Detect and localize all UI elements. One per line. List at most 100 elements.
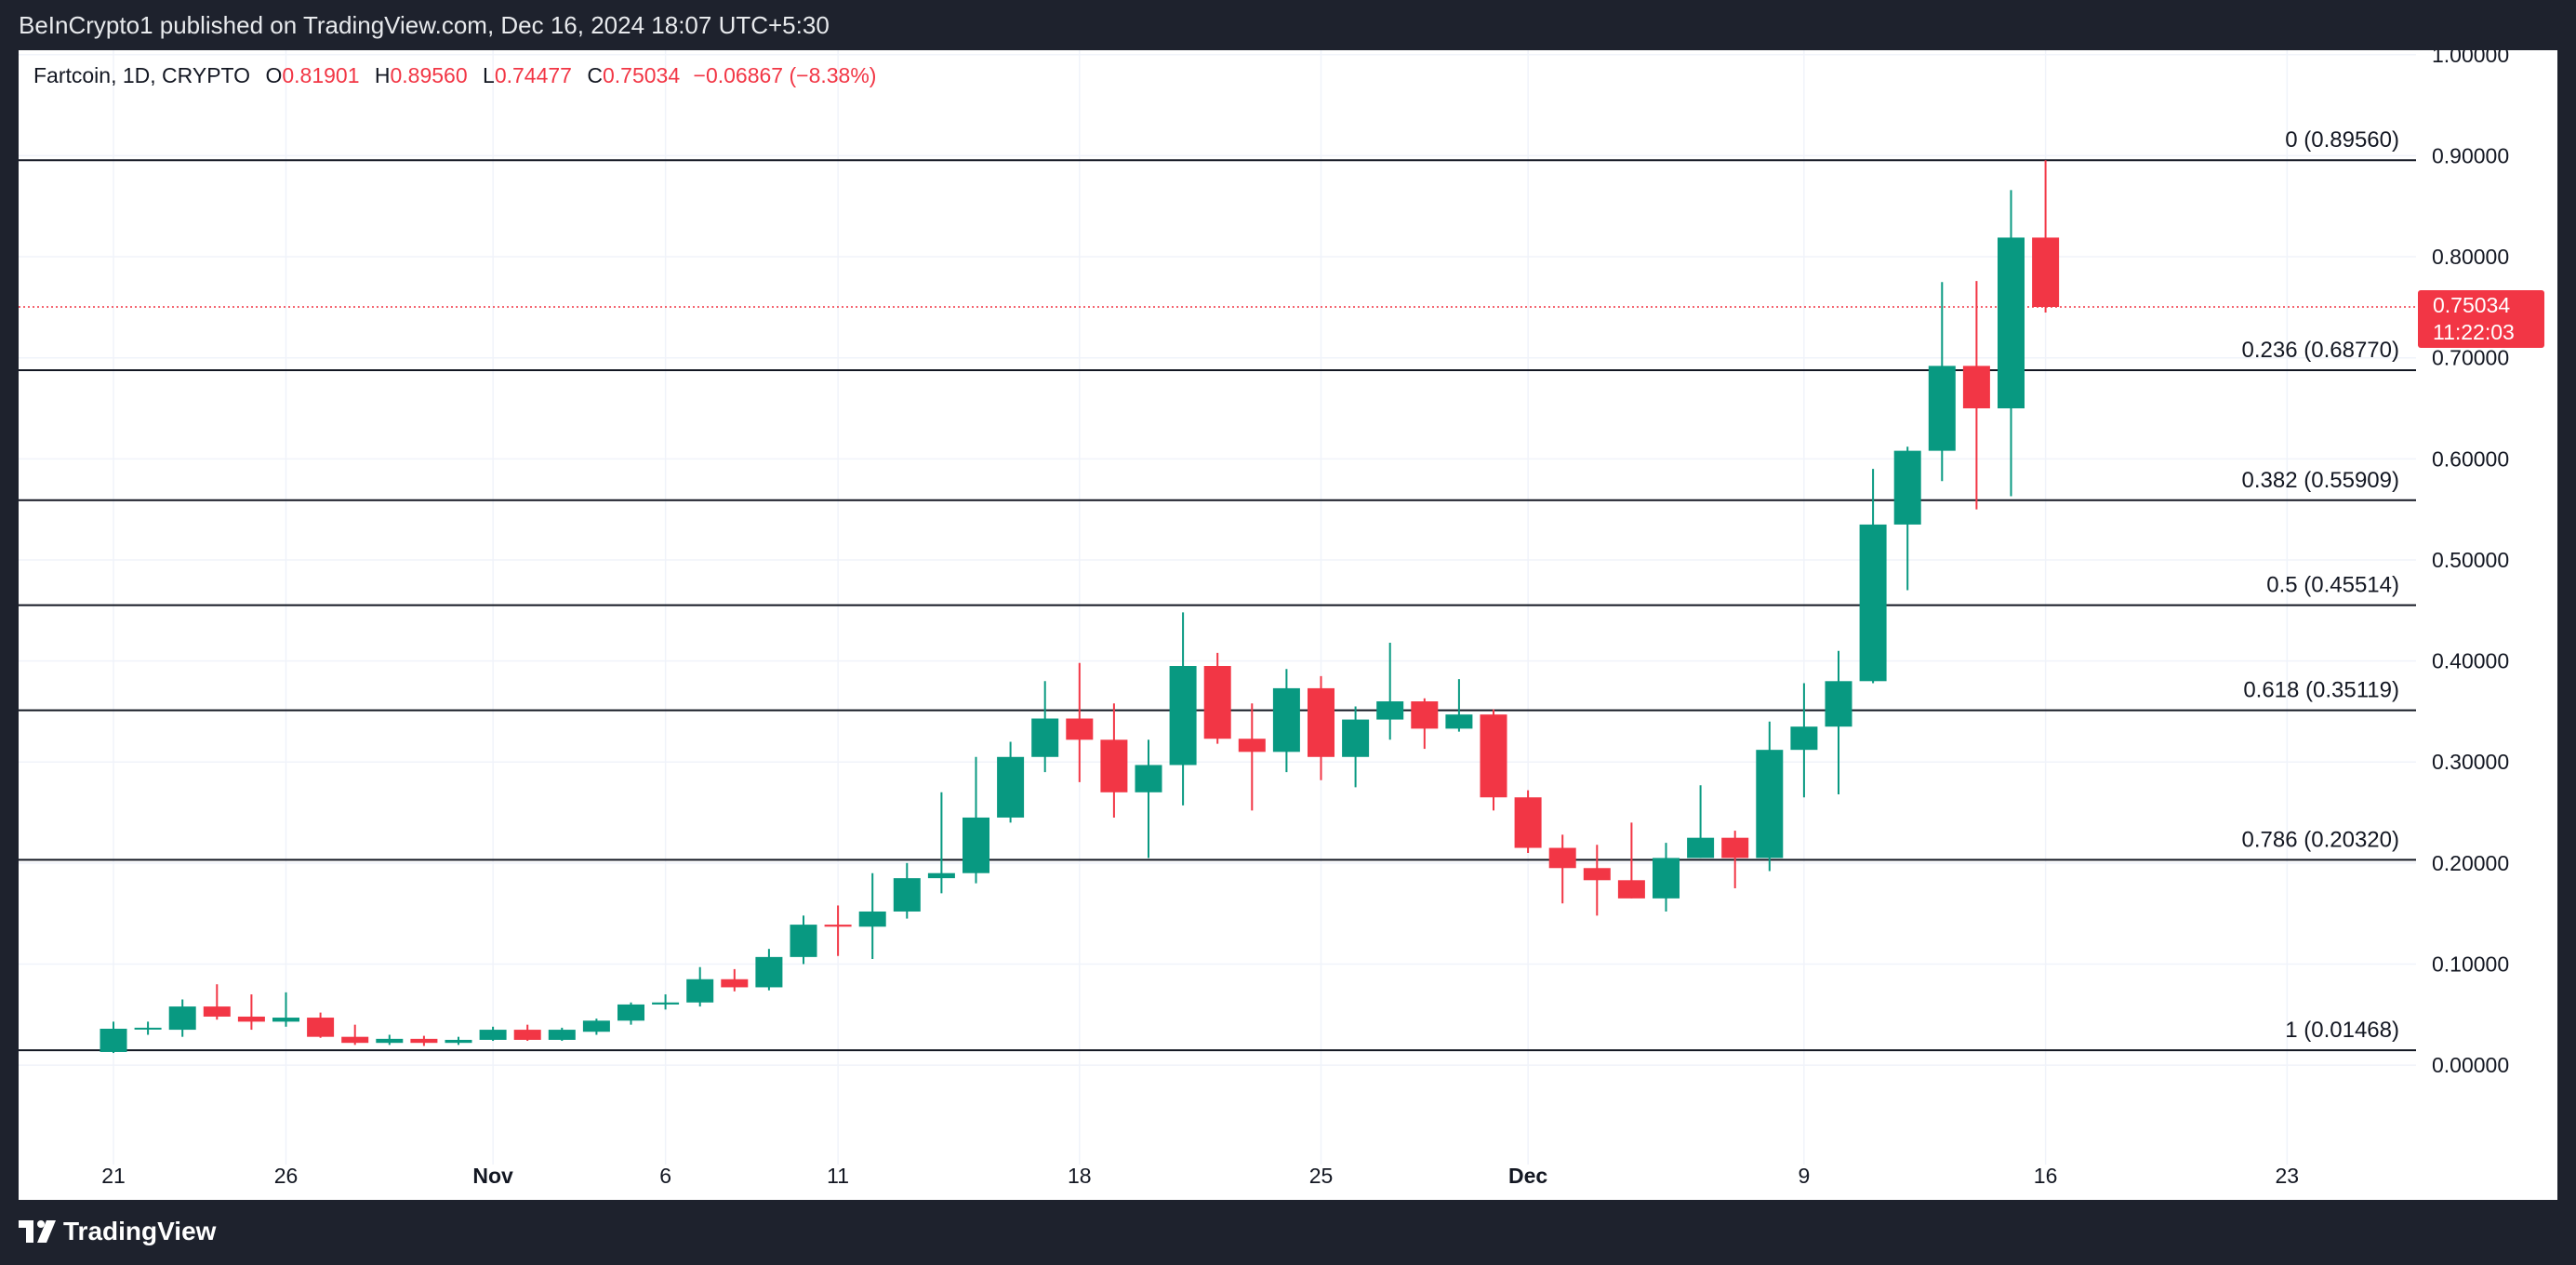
time-axis[interactable]: 21 26 Nov 6 11 18 25 Dec 9 16 23: [101, 1164, 2299, 1188]
fib-level-label-1: 1 (0.01468): [2285, 1018, 2399, 1043]
candle: [652, 994, 680, 1010]
price-tag-background: [2418, 290, 2544, 349]
candle: [790, 915, 817, 965]
candle-body: [652, 1002, 680, 1005]
high-label: H: [374, 63, 391, 87]
price-tag-countdown: 11:22:03: [2433, 320, 2515, 344]
candle: [1998, 190, 2025, 497]
candle: [1583, 845, 1611, 916]
candle-body: [1272, 687, 1300, 752]
fib-level-label-0.5: 0.5 (0.45514): [2266, 573, 2399, 598]
candle-body: [341, 1036, 369, 1044]
candle-body: [203, 1006, 231, 1017]
candle: [997, 741, 1025, 823]
candle-body: [237, 1016, 265, 1022]
low-label: L: [483, 63, 495, 87]
candle-body: [1583, 868, 1611, 881]
candle: [1135, 739, 1162, 859]
candle-body: [1376, 701, 1404, 720]
candle: [858, 872, 886, 960]
chart-panel[interactable]: 0 (0.89560) 0.236 (0.68770) 0.382 (0.55909…: [19, 50, 2557, 1200]
time-tick-label: 6: [659, 1164, 671, 1188]
candle-body: [1066, 718, 1094, 740]
candle-body: [927, 872, 955, 879]
candle: [1721, 831, 1749, 888]
price-tick-label: 0.00000: [2432, 1053, 2509, 1077]
candle: [2032, 160, 2060, 313]
candle: [1928, 282, 1956, 482]
candle-body: [1548, 847, 1576, 869]
fib-level-label-0.236: 0.236 (0.68770): [2242, 338, 2399, 363]
candle: [1790, 683, 1818, 798]
tradingview-logo-icon: [19, 1220, 56, 1243]
candle: [1687, 785, 1715, 859]
price-tick-label: 0.80000: [2432, 245, 2509, 269]
time-tick-label: 26: [274, 1164, 299, 1188]
candle-body: [479, 1030, 507, 1040]
time-tick-label: 11: [827, 1164, 849, 1188]
candle-body: [1998, 237, 2025, 409]
price-tick-label: 0.30000: [2432, 750, 2509, 774]
candle: [1480, 709, 1507, 811]
tradingview-logo[interactable]: TradingView: [19, 1217, 216, 1246]
candle: [134, 1021, 162, 1035]
candle-body: [1135, 765, 1162, 792]
time-tick-label: 23: [2276, 1164, 2300, 1188]
candle-body: [721, 979, 749, 988]
candle-body: [1893, 450, 1921, 525]
candle: [376, 1034, 404, 1045]
candle-body: [1100, 739, 1128, 792]
candle: [755, 949, 783, 991]
candle: [479, 1026, 507, 1042]
candle: [1376, 643, 1404, 740]
candle: [272, 992, 299, 1027]
candle-body: [1617, 880, 1645, 899]
time-tick-label: 18: [1068, 1164, 1092, 1188]
candle-body: [1790, 726, 1818, 751]
candle: [1514, 790, 1542, 853]
candle-body: [100, 1028, 127, 1052]
publisher-header: BeInCrypto1 published on TradingView.com…: [0, 0, 2576, 50]
price-tick-label: 0.20000: [2432, 851, 2509, 875]
candle-body: [1962, 366, 1990, 409]
candle-body: [1411, 701, 1439, 729]
candle: [1859, 469, 1887, 684]
candle: [1203, 652, 1231, 744]
price-axis[interactable]: 1.00000 0.90000 0.80000 0.70000 0.60000 0.500…: [2432, 50, 2509, 1077]
candle: [1308, 675, 1334, 780]
candle: [1272, 669, 1300, 773]
candle-body: [376, 1038, 404, 1044]
candle-body: [168, 1006, 196, 1031]
candle: [1445, 679, 1473, 732]
price-tick-label: 0.50000: [2432, 548, 2509, 572]
candle: [1962, 281, 1990, 510]
candle: [203, 984, 231, 1020]
candle-body: [963, 817, 989, 873]
close-label: C: [587, 63, 603, 87]
candle: [168, 999, 196, 1037]
close-value: 0.75034: [602, 63, 681, 87]
candle: [927, 792, 955, 894]
fib-level-label-0: 0 (0.89560): [2285, 127, 2399, 153]
tradingview-brand-text: TradingView: [63, 1217, 217, 1245]
symbol-name[interactable]: Fartcoin, 1D, CRYPTO: [33, 63, 251, 87]
candle-body: [858, 911, 886, 927]
candlestick-chart[interactable]: 0 (0.89560) 0.236 (0.68770) 0.382 (0.55909…: [19, 50, 2557, 1200]
fibonacci-retracement[interactable]: 0 (0.89560) 0.236 (0.68770) 0.382 (0.55909…: [19, 127, 2416, 1052]
candle: [100, 1021, 127, 1054]
footer: TradingView: [0, 1200, 2576, 1265]
candle: [1031, 681, 1059, 773]
price-tag-price: 0.75034: [2433, 293, 2510, 317]
time-tick-label: Nov: [472, 1164, 513, 1188]
price-tick-label: 1.00000: [2432, 50, 2509, 67]
fib-level-label-0.786: 0.786 (0.20320): [2242, 827, 2399, 852]
candle-body: [1238, 739, 1266, 752]
candle-body: [1169, 666, 1197, 766]
ohlc-legend: Fartcoin, 1D, CRYPTO O0.81901 H0.89560 L…: [33, 63, 876, 88]
candle-body: [1653, 858, 1680, 899]
candle-body: [1928, 366, 1956, 451]
candle: [548, 1027, 576, 1042]
candle-body: [824, 925, 852, 927]
candle-body: [1514, 797, 1542, 848]
candle-body: [617, 1004, 644, 1021]
